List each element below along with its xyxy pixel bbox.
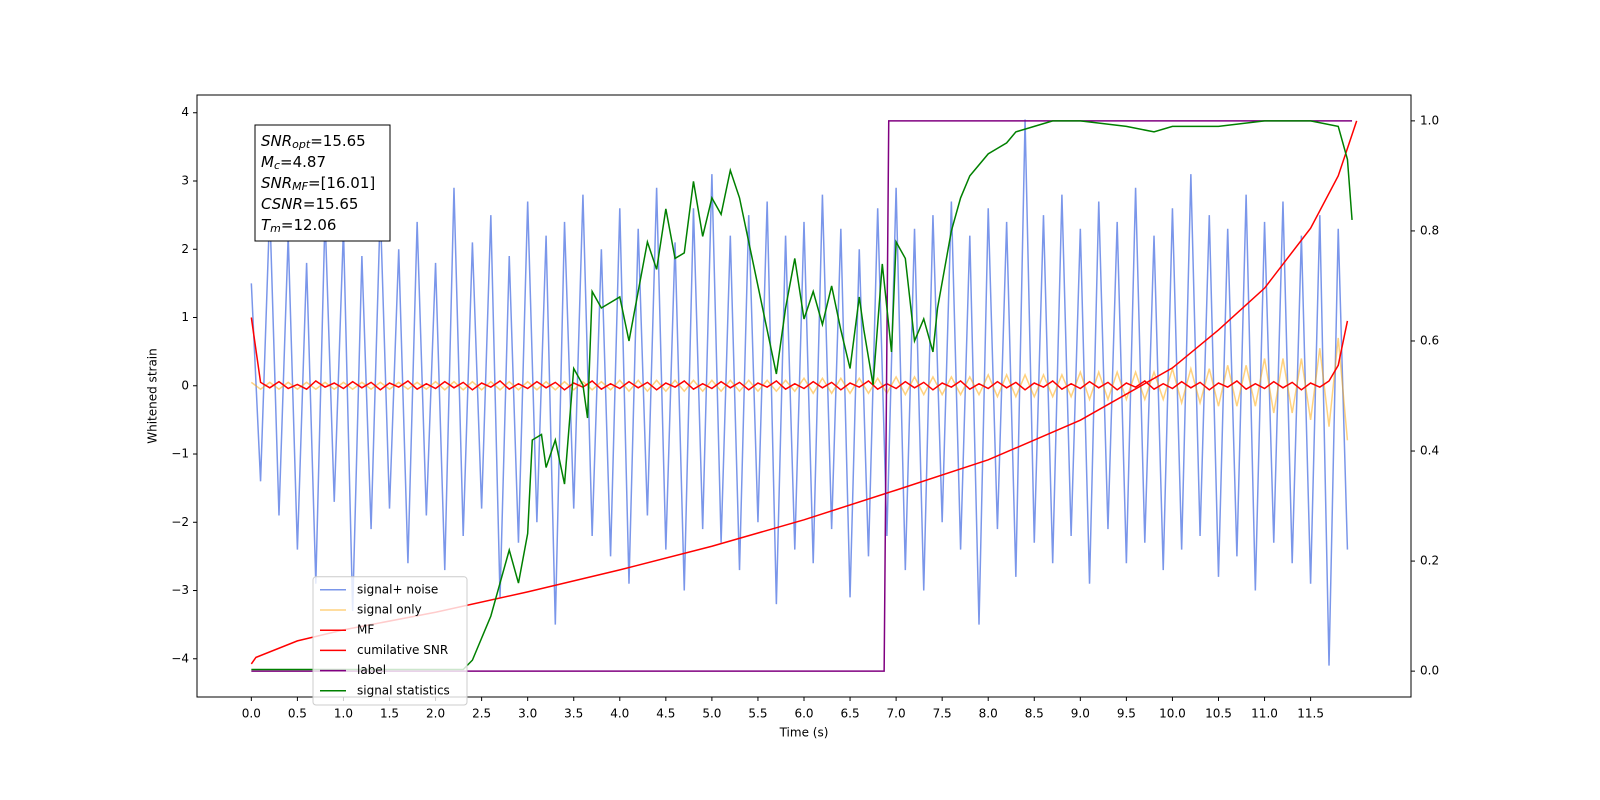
y-tick-label: −4 bbox=[171, 651, 189, 665]
annotation-line: SNRMF=[16.01] bbox=[261, 174, 375, 194]
x-tick-label: 5.5 bbox=[748, 707, 767, 721]
legend-label: cumilative SNR bbox=[357, 643, 448, 657]
annotation-line: SNRopt=15.65 bbox=[261, 132, 366, 152]
annotation-sub: c bbox=[274, 159, 280, 172]
x-tick-label: 3.0 bbox=[518, 707, 537, 721]
annotation-text: =15.65 bbox=[303, 195, 359, 213]
series-line bbox=[250, 317, 1349, 391]
annotation-name: CSNR bbox=[261, 195, 303, 213]
annotation-line: CSNR=15.65 bbox=[261, 195, 358, 213]
x-tick-label: 4.0 bbox=[610, 707, 629, 721]
x-tick-label: 8.0 bbox=[979, 707, 998, 721]
y-tick-label: 2 bbox=[181, 242, 189, 256]
y-tick-label: −2 bbox=[171, 515, 189, 529]
x-tick-label: 0.5 bbox=[288, 707, 307, 721]
x-axis-label: Time (s) bbox=[779, 726, 829, 740]
series-line bbox=[250, 337, 1349, 441]
x-tick-label: 9.0 bbox=[1071, 707, 1090, 721]
x-tick-label: 1.5 bbox=[380, 707, 399, 721]
annotation-text: =[16.01] bbox=[308, 174, 375, 192]
x-tick-label: 6.5 bbox=[841, 707, 860, 721]
annotation-line: Tm=12.06 bbox=[261, 216, 336, 236]
annotation-name: M bbox=[261, 153, 274, 171]
x-tick-label: 3.5 bbox=[564, 707, 583, 721]
legend-label: signal only bbox=[357, 603, 422, 617]
y2-tick-label: 0.0 bbox=[1420, 664, 1439, 678]
annotation-text: =12.06 bbox=[281, 216, 337, 234]
y-tick-label: −3 bbox=[171, 583, 189, 597]
y2-tick-label: 1.0 bbox=[1420, 113, 1439, 127]
legend-label: signal statistics bbox=[357, 683, 450, 697]
x-tick-label: 6.0 bbox=[794, 707, 813, 721]
y-tick-label: 1 bbox=[181, 310, 189, 324]
x-tick-label: 5.0 bbox=[702, 707, 721, 721]
y-tick-label: 4 bbox=[181, 105, 189, 119]
y-tick-label: 3 bbox=[181, 174, 189, 188]
annotation-box bbox=[254, 124, 391, 242]
x-tick-label: 2.0 bbox=[426, 707, 445, 721]
annotation-sub: opt bbox=[292, 138, 311, 151]
legend-box bbox=[312, 576, 468, 706]
y2-tick-label: 0.2 bbox=[1420, 554, 1439, 568]
y2-tick-label: 0.8 bbox=[1420, 223, 1439, 237]
annotation-sub: m bbox=[270, 222, 281, 235]
x-tick-label: 8.5 bbox=[1025, 707, 1044, 721]
annotation-text: =15.65 bbox=[310, 132, 366, 150]
legend: signal+ noise signal only MF cumilative SNR… bbox=[312, 576, 468, 706]
annotation-name: T bbox=[261, 216, 272, 234]
x-tick-label: 7.0 bbox=[887, 707, 906, 721]
annotation-name: SNR bbox=[261, 174, 292, 192]
legend-label: label bbox=[357, 663, 386, 677]
axes-frame bbox=[196, 94, 1412, 698]
x-tick-label: 7.5 bbox=[933, 707, 952, 721]
y-tick-label: 0 bbox=[181, 378, 189, 392]
x-tick-label: 10.0 bbox=[1159, 707, 1186, 721]
annotation-line: Mc=4.87 bbox=[261, 153, 326, 173]
annotation: SNRopt=15.65Mc=4.87SNRMF=[16.01]CSNR=15.… bbox=[254, 124, 391, 242]
y2-tick-label: 0.4 bbox=[1420, 444, 1439, 458]
x-tick-label: 10.5 bbox=[1205, 707, 1232, 721]
x-tick-label: 4.5 bbox=[656, 707, 675, 721]
x-tick-label: 11.5 bbox=[1297, 707, 1324, 721]
x-tick-label: 2.5 bbox=[472, 707, 491, 721]
legend-label: MF bbox=[357, 623, 374, 637]
series-line bbox=[251, 120, 1353, 672]
x-tick-label: 9.5 bbox=[1117, 707, 1136, 721]
y2-tick-label: 0.6 bbox=[1420, 333, 1439, 347]
y-tick-label: −1 bbox=[171, 447, 189, 461]
annotation-text: =4.87 bbox=[280, 153, 326, 171]
series-line bbox=[251, 120, 1353, 671]
x-tick-label: 1.0 bbox=[334, 707, 353, 721]
annotation-sub: MF bbox=[292, 180, 308, 193]
annotation-name: SNR bbox=[261, 132, 292, 150]
x-tick-label: 11.0 bbox=[1251, 707, 1278, 721]
x-tick-label: 0.0 bbox=[242, 707, 261, 721]
legend-label: signal+ noise bbox=[357, 582, 438, 596]
y-axis-label: Whitened strain bbox=[146, 348, 160, 444]
